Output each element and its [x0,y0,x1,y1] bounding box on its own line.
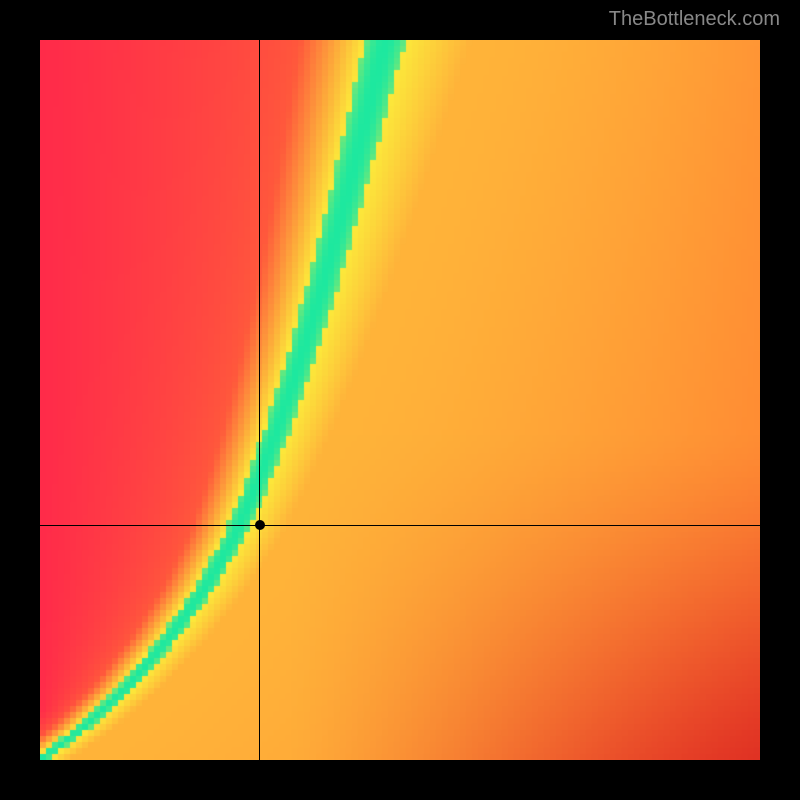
heatmap-canvas [40,40,760,760]
crosshair-vertical [259,40,260,760]
plot-area [40,40,760,760]
crosshair-horizontal [40,525,760,526]
marker-dot [255,520,265,530]
chart-container: TheBottleneck.com [0,0,800,800]
watermark-text: TheBottleneck.com [609,8,780,31]
